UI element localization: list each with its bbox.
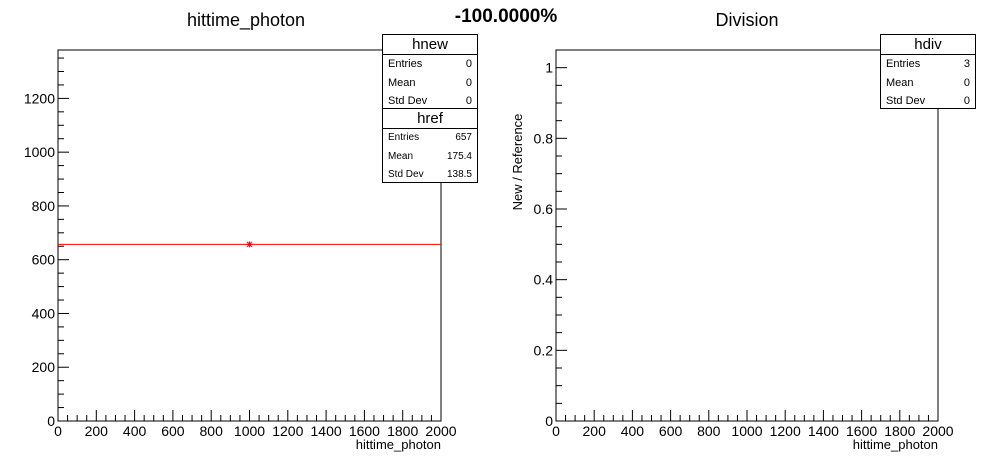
stats-box-title: href [383,109,477,129]
y-tick-label: 0.2 [534,342,554,358]
series-marker-href [246,241,253,248]
stats-value: 138.5 [446,169,472,180]
x-tick-label: 1000 [731,423,762,439]
stats-box-hnew: hnew Entries 0 Mean 0 Std Dev 0 [382,34,478,109]
stats-box-hdiv: hdiv Entries 3 Mean 0 Std Dev 0 [880,34,976,109]
stats-label: Entries [388,58,423,70]
stats-value: 3 [963,58,970,70]
stats-row-entries: Entries 657 [383,129,477,148]
stats-row-entries: Entries 3 [881,55,975,74]
x-tick-label: 1600 [349,423,380,439]
x-axis-label: hittime_photon [853,437,938,452]
y-axis-label: New / Reference [510,114,525,211]
x-tick-label: 1400 [311,423,342,439]
stats-value: 0 [963,76,970,89]
stats-row-entries: Entries 0 [383,55,477,74]
stats-box-title: hnew [383,35,477,55]
stats-row-mean: Mean 0 [383,74,477,93]
chart-title: Division [715,10,778,30]
y-tick-label: 1200 [24,90,55,106]
stats-box-title: hdiv [881,35,975,55]
stats-label: Mean [388,150,414,162]
y-tick-label: 0.4 [534,272,554,288]
x-tick-label: 600 [161,423,185,439]
x-tick-label: 200 [85,423,109,439]
marker-stroke [246,241,253,248]
x-tick-label: 800 [697,423,721,439]
x-tick-label: 1800 [387,423,418,439]
x-tick-label: 0 [552,423,560,439]
x-tick-label: 0 [54,423,62,439]
y-tick-label: 200 [32,359,56,375]
stats-value: 0 [465,58,472,70]
y-tick-label: 1000 [24,144,55,160]
y-tick-label: 400 [32,305,56,321]
y-tick-label: 800 [32,198,56,214]
x-tick-label: 2000 [425,423,456,439]
x-tick-label: 400 [123,423,147,439]
x-tick-label: 1600 [846,423,877,439]
x-tick-label: 800 [200,423,224,439]
stats-value: 0 [465,76,472,89]
stats-row-stddev: Std Dev 0 [383,92,477,111]
x-tick-label: 1200 [272,423,303,439]
stats-row-mean: Mean 0 [881,74,975,93]
stats-label: Mean [886,76,914,89]
percent-difference-label: -100.0000% [454,6,558,27]
x-tick-label: 2000 [922,423,953,439]
y-tick-label: 0 [47,413,55,429]
y-tick-label: 0.8 [534,130,554,146]
y-tick-label: 1 [545,60,553,76]
stats-box-href: href Entries 657 Mean 175.4 Std Dev 138.… [382,108,478,183]
x-tick-label: 1200 [770,423,801,439]
stats-value: 0 [963,95,970,107]
stats-value: 0 [465,95,472,107]
x-axis-label: hittime_photon [356,437,441,452]
stats-value: 175.4 [446,150,472,162]
chart-title: hittime_photon [187,10,305,31]
stats-row-stddev: Std Dev 0 [881,92,975,111]
x-tick-label: 1800 [884,423,915,439]
x-tick-label: 1400 [808,423,839,439]
stats-row-mean: Mean 175.4 [383,148,477,167]
y-tick-label: 600 [32,252,56,268]
stats-label: Std Dev [388,95,428,107]
stats-label: Std Dev [388,169,424,180]
stats-label: Entries [388,132,420,143]
x-tick-label: 400 [621,423,645,439]
x-tick-label: 1000 [234,423,265,439]
x-tick-label: 600 [659,423,683,439]
stats-label: Mean [388,76,416,89]
stats-label: Entries [886,58,921,70]
stats-value: 657 [455,132,472,143]
stats-label: Std Dev [886,95,926,107]
plot-right: Division 0 200 400 600 800 1000 1200 1400 1600 180… [510,10,954,452]
x-tick-label: 200 [583,423,607,439]
plot-left: hittime_photon 0 200 400 600 800 1000 1200 1400 1… [24,10,457,452]
y-tick-label: 0.6 [534,201,554,217]
y-tick-label: 0 [545,413,553,429]
stats-row-stddev: Std Dev 138.5 [383,166,477,185]
